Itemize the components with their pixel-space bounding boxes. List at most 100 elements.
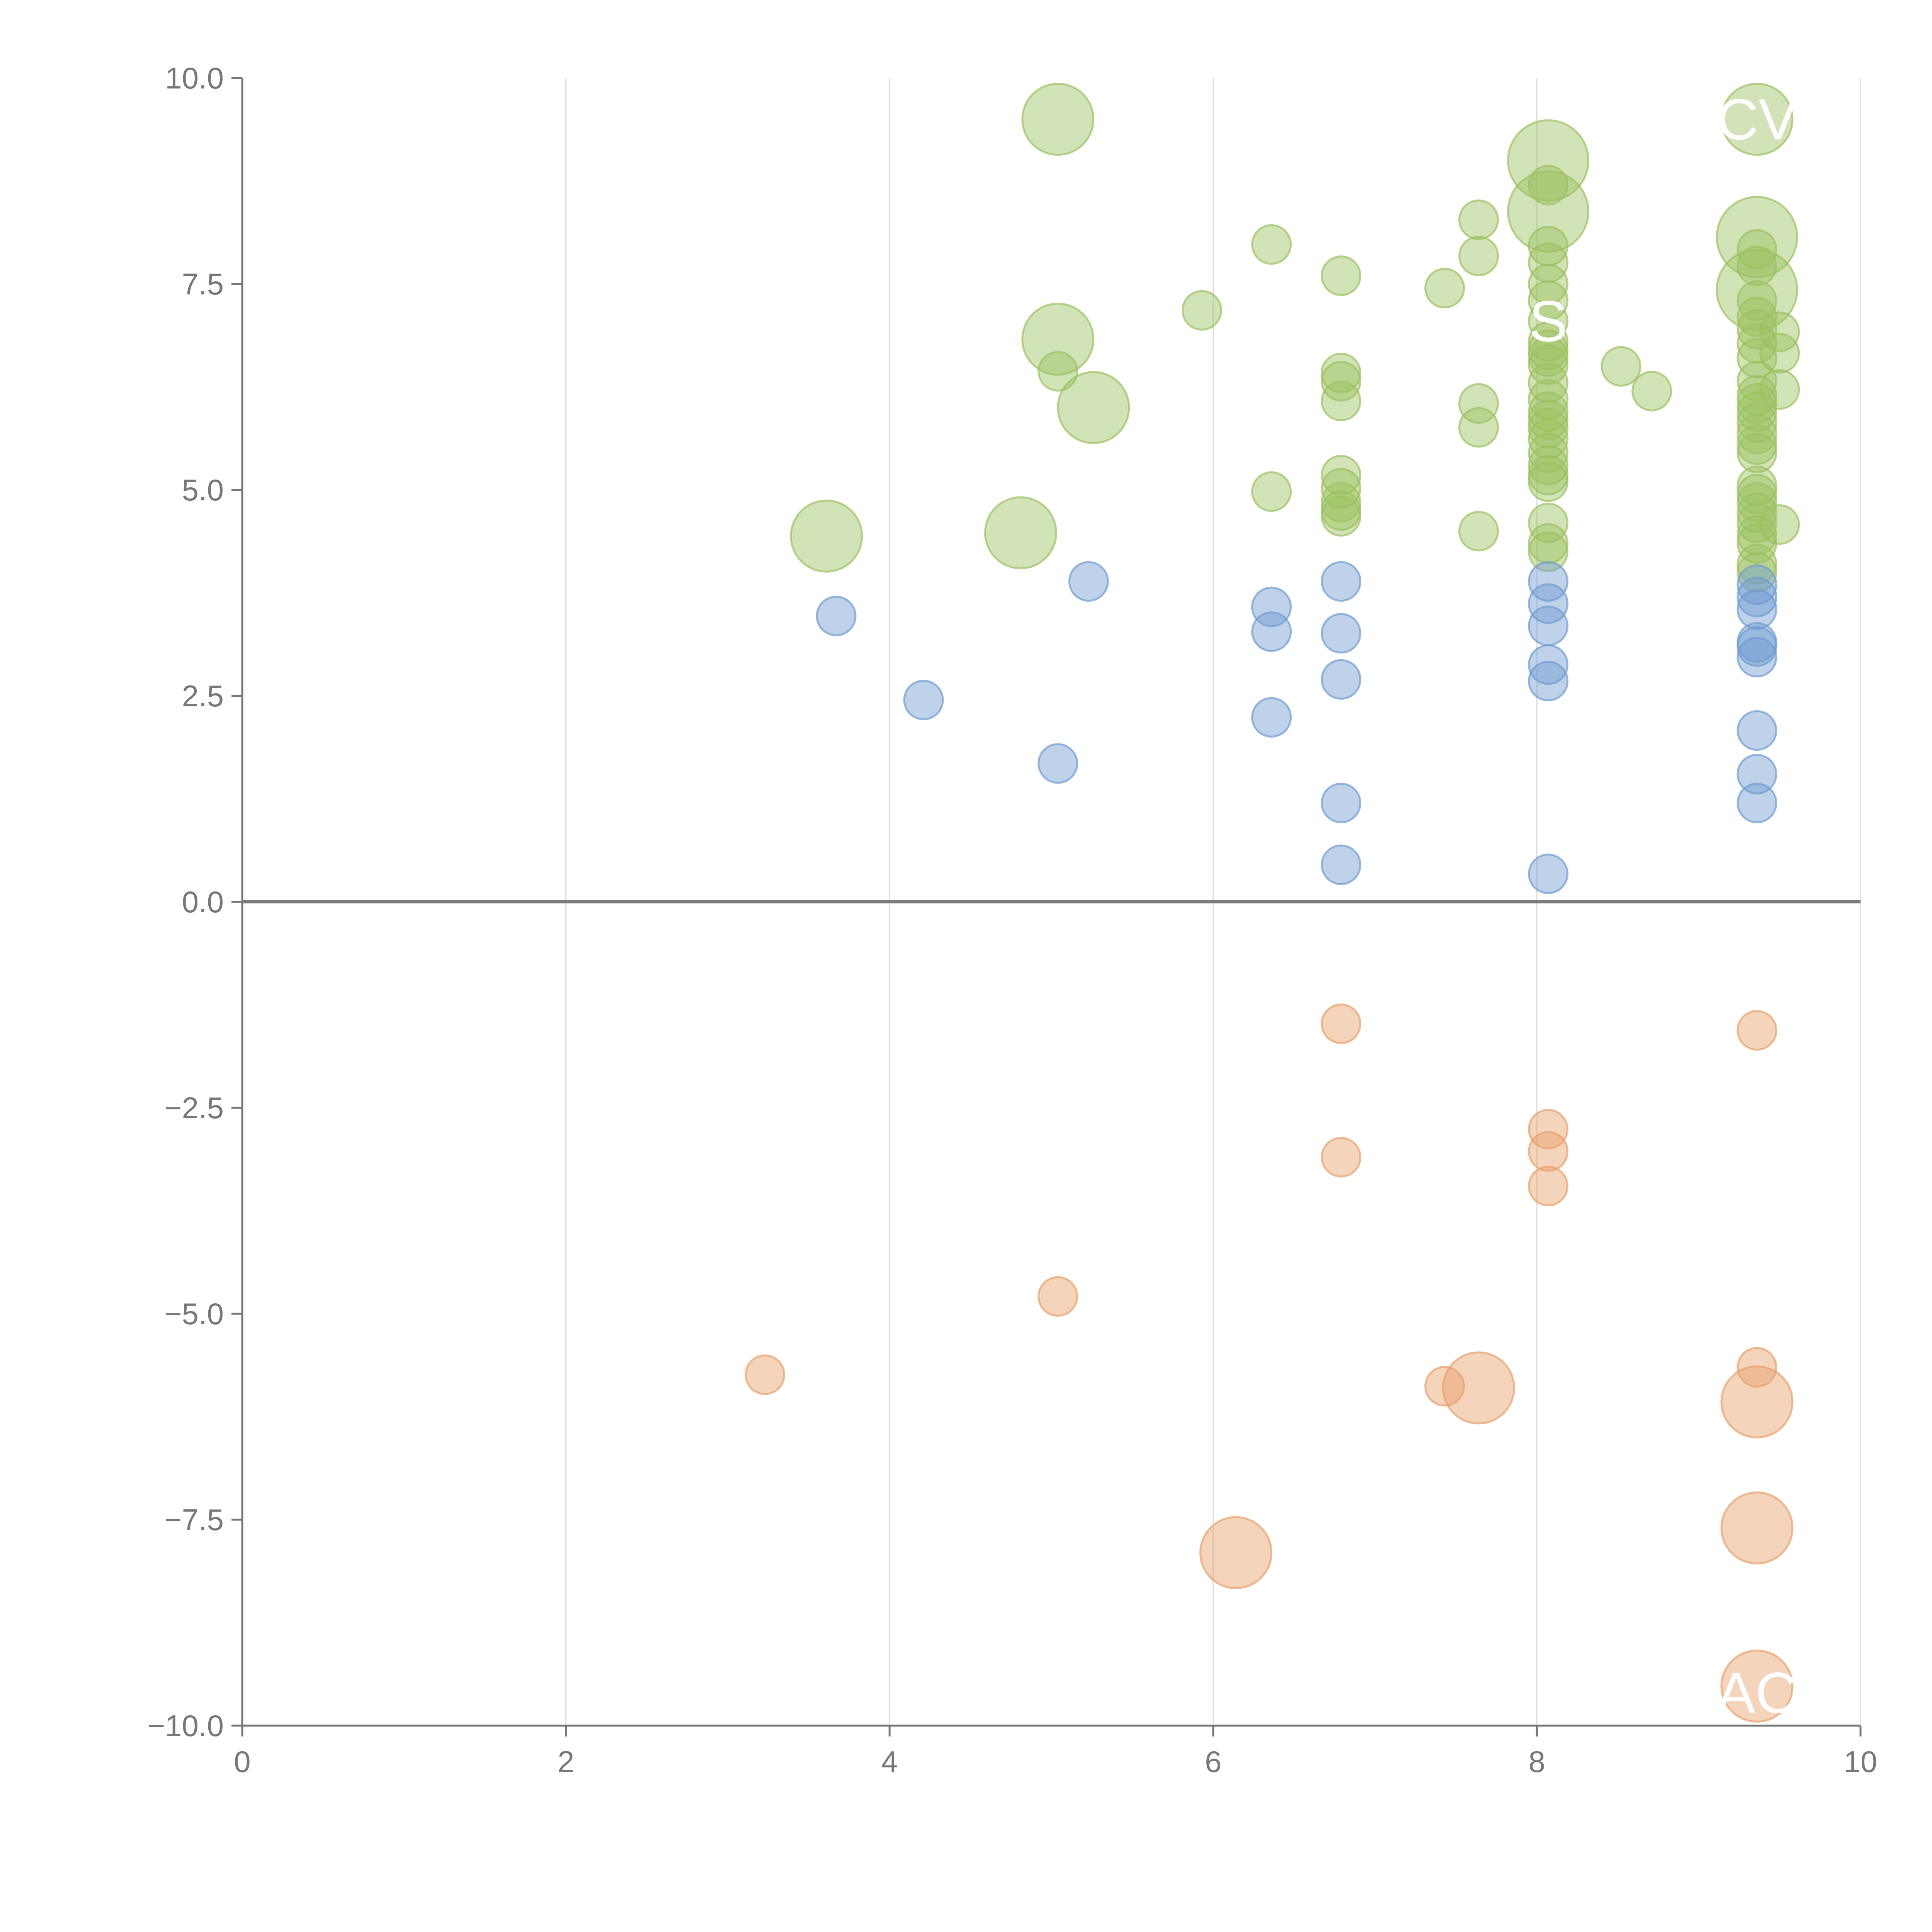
data-point [1458,407,1499,448]
data-point [1736,544,1777,585]
data-point [1199,1516,1272,1589]
data-point [1321,782,1362,823]
data-point [1736,361,1777,402]
data-point [1251,587,1292,628]
data-point [1736,589,1777,630]
axes: 10.0 7.5 5.0 2.5 0.0 −2.5 −5.0 −7.5 −10.0 0 2 4 6 8 10 [148,61,1878,1779]
y-tick-label: 0.0 [182,885,224,919]
data-point [1037,1276,1078,1317]
y-tick-label: −2.5 [164,1091,224,1125]
data-point [1736,710,1777,751]
x-tick-label: 2 [558,1745,574,1779]
data-point [1736,515,1777,556]
data-point [1736,564,1777,605]
data-point [1528,165,1569,206]
data-point [1716,248,1798,331]
data-point [1458,383,1499,424]
y-tick-label: 5.0 [182,473,224,507]
data-point [1321,659,1362,700]
data-point [1528,644,1569,685]
data-point [1736,754,1777,795]
data-point [1528,301,1569,342]
data-point [1181,290,1222,331]
y-tick-label: 7.5 [182,267,224,301]
y-tick-label: 2.5 [182,679,224,713]
x-tick-label: 8 [1529,1745,1545,1779]
y-tick-label: −10.0 [148,1709,224,1743]
data-point [1736,424,1777,465]
data-point [1251,224,1292,265]
point-labels: CV S AC [1529,87,1797,1725]
data-point [1321,844,1362,885]
data-point [1720,1365,1794,1439]
data-point [1321,482,1362,523]
data-point [1736,1010,1777,1051]
data-point [1068,561,1109,602]
data-point [790,499,863,573]
x-tick-label: 4 [881,1745,898,1779]
data-point [1631,371,1672,412]
data-point [1736,482,1777,523]
data-point [1736,391,1777,432]
data-point [1321,255,1362,296]
data-point [1528,432,1569,473]
data-point [816,595,857,636]
data-point [1528,661,1569,702]
x-tick-label: 0 [234,1745,250,1779]
data-point [1528,445,1569,486]
data-point [1528,583,1569,624]
point-label: CV [1717,87,1797,152]
data-point [1021,83,1095,156]
data-point [903,680,944,721]
data-point [1736,280,1777,321]
data-point [1528,362,1569,403]
data-point [1424,268,1465,309]
data-point [1321,561,1362,602]
y-tick-label: −7.5 [164,1503,224,1537]
data-point [1507,119,1590,202]
data-point [1736,626,1777,667]
data-points [745,83,1800,1723]
data-point [1528,321,1569,362]
data-point [1528,264,1569,304]
data-point [745,1354,786,1395]
x-tick-label: 6 [1205,1745,1221,1779]
data-point [1720,83,1794,156]
data-point [1600,346,1641,387]
point-label: S [1529,289,1568,354]
data-point [1528,1131,1569,1172]
data-point [1528,561,1569,602]
data-point [1321,496,1362,537]
data-point [1720,1650,1794,1723]
data-point [1251,611,1292,652]
data-point [1528,1109,1569,1150]
data-point [1458,199,1499,240]
data-point [984,496,1057,570]
data-point [1736,637,1777,678]
data-point [1057,371,1130,444]
data-point [1528,344,1569,385]
data-point [1321,468,1362,509]
data-point [1720,1491,1794,1565]
data-point [1528,854,1569,895]
data-point [1736,502,1777,543]
data-point [1251,697,1292,738]
data-point [1507,170,1590,253]
data-point [1528,280,1569,321]
data-point [1528,605,1569,646]
data-point [1736,432,1777,473]
data-point [1321,381,1362,422]
data-point [1251,471,1292,512]
data-point [1021,303,1095,376]
data-point [1321,1003,1362,1044]
data-point [1442,1351,1515,1425]
data-point [1736,782,1777,823]
data-point [1736,493,1777,534]
data-point [1716,196,1798,278]
data-point [1528,502,1569,543]
data-point [1424,1366,1465,1407]
data-point [1528,1166,1569,1207]
data-point [1736,245,1777,286]
data-point [1528,531,1569,572]
